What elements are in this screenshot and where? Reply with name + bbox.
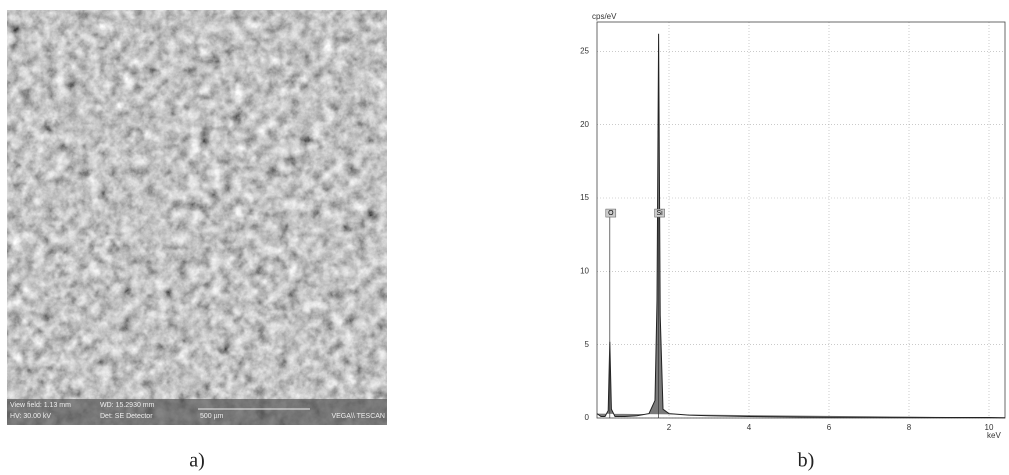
y-tick-label: 25 [580, 46, 589, 55]
caption: a) [189, 450, 205, 472]
y-tick-label: 20 [580, 120, 589, 129]
x-tick-label: 4 [747, 423, 752, 432]
sem-info-bar [7, 399, 387, 425]
x-tick-label: 2 [667, 423, 672, 432]
y-axis-label: cps/eV [592, 12, 617, 21]
y-tick-label: 10 [580, 266, 589, 275]
element-label-box [605, 208, 617, 218]
plot-frame [596, 21, 1006, 419]
sem-panel: View field: 1.13 mm WD: 15.2930 mm HV: 3… [7, 10, 387, 472]
element-label: Si [656, 210, 663, 217]
element-label: O [608, 210, 614, 217]
x-tick-label: 6 [827, 423, 832, 432]
sem-info: WD: 15.2930 mm [100, 402, 155, 409]
sem-info: View field: 1.13 mm [10, 402, 71, 409]
caption: b) [798, 450, 815, 472]
sem-info: VEGA\\ TESCAN [331, 413, 385, 420]
spectrum-line [596, 33, 1006, 419]
sem-info: HV: 30.00 kV [10, 413, 51, 420]
sem-info: Det: SE Detector [100, 413, 153, 420]
x-tick-label: 10 [985, 423, 994, 432]
y-tick-label: 5 [585, 340, 590, 349]
sem-info: 500 µm [200, 413, 224, 420]
x-axis-label: keV [987, 431, 1001, 440]
element-label-box [654, 208, 665, 218]
spectrum-panel: 0 5 10 15 20 25 2 4 6 8 10 cps/eV keV O Si b) [580, 12, 1006, 472]
sem-image [7, 10, 387, 425]
x-tick-label: 8 [907, 423, 912, 432]
y-tick-label: 15 [580, 193, 589, 202]
y-tick-label: 0 [585, 413, 590, 422]
